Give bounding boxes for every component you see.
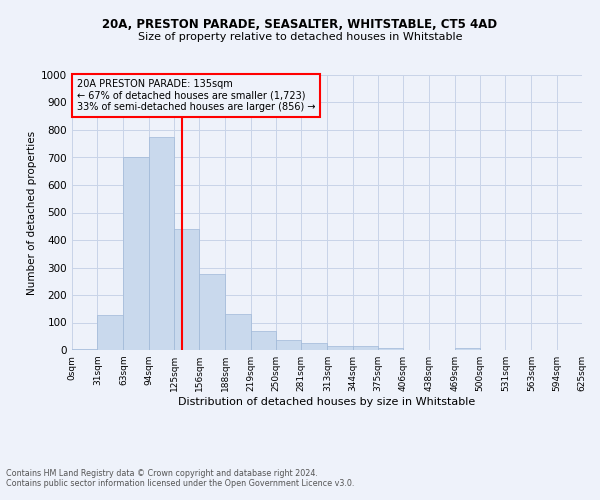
Bar [124, 158, 149, 350]
Text: Size of property relative to detached houses in Whitstable: Size of property relative to detached ho… [138, 32, 462, 42]
Bar [328, 346, 353, 350]
Text: Contains HM Land Registry data © Crown copyright and database right 2024.: Contains HM Land Registry data © Crown c… [6, 468, 318, 477]
Bar [455, 348, 480, 350]
Bar [149, 137, 174, 350]
Text: 20A PRESTON PARADE: 135sqm
← 67% of detached houses are smaller (1,723)
33% of s: 20A PRESTON PARADE: 135sqm ← 67% of deta… [77, 79, 316, 112]
X-axis label: Distribution of detached houses by size in Whitstable: Distribution of detached houses by size … [178, 397, 476, 407]
Bar [378, 348, 403, 350]
Bar [174, 229, 199, 350]
Bar [199, 274, 226, 350]
Bar [353, 346, 378, 350]
Bar [72, 348, 97, 350]
Bar [97, 315, 124, 350]
Y-axis label: Number of detached properties: Number of detached properties [27, 130, 37, 294]
Bar [276, 340, 301, 350]
Text: Contains public sector information licensed under the Open Government Licence v3: Contains public sector information licen… [6, 478, 355, 488]
Bar [226, 314, 251, 350]
Bar [251, 332, 276, 350]
Bar [301, 343, 328, 350]
Text: 20A, PRESTON PARADE, SEASALTER, WHITSTABLE, CT5 4AD: 20A, PRESTON PARADE, SEASALTER, WHITSTAB… [103, 18, 497, 30]
